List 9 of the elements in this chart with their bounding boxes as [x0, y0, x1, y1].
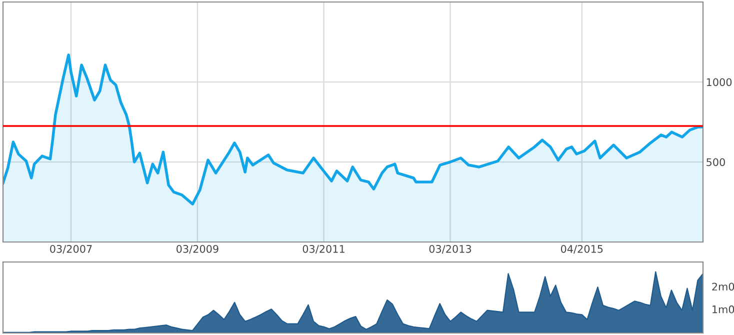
- y-tick-label: 500: [706, 158, 725, 166]
- x-tick-label: 03/2009: [176, 244, 218, 254]
- y-tick-label: 1000: [706, 78, 732, 86]
- text: 2m0: [712, 282, 734, 291]
- text: 1m0: [712, 305, 734, 314]
- x-tick-label: 03/2011: [302, 244, 344, 254]
- x-tick-label: 04/2015: [560, 244, 603, 254]
- x-tick-label: 03/2013: [429, 244, 472, 254]
- x-tick-label: 03/2007: [50, 244, 92, 254]
